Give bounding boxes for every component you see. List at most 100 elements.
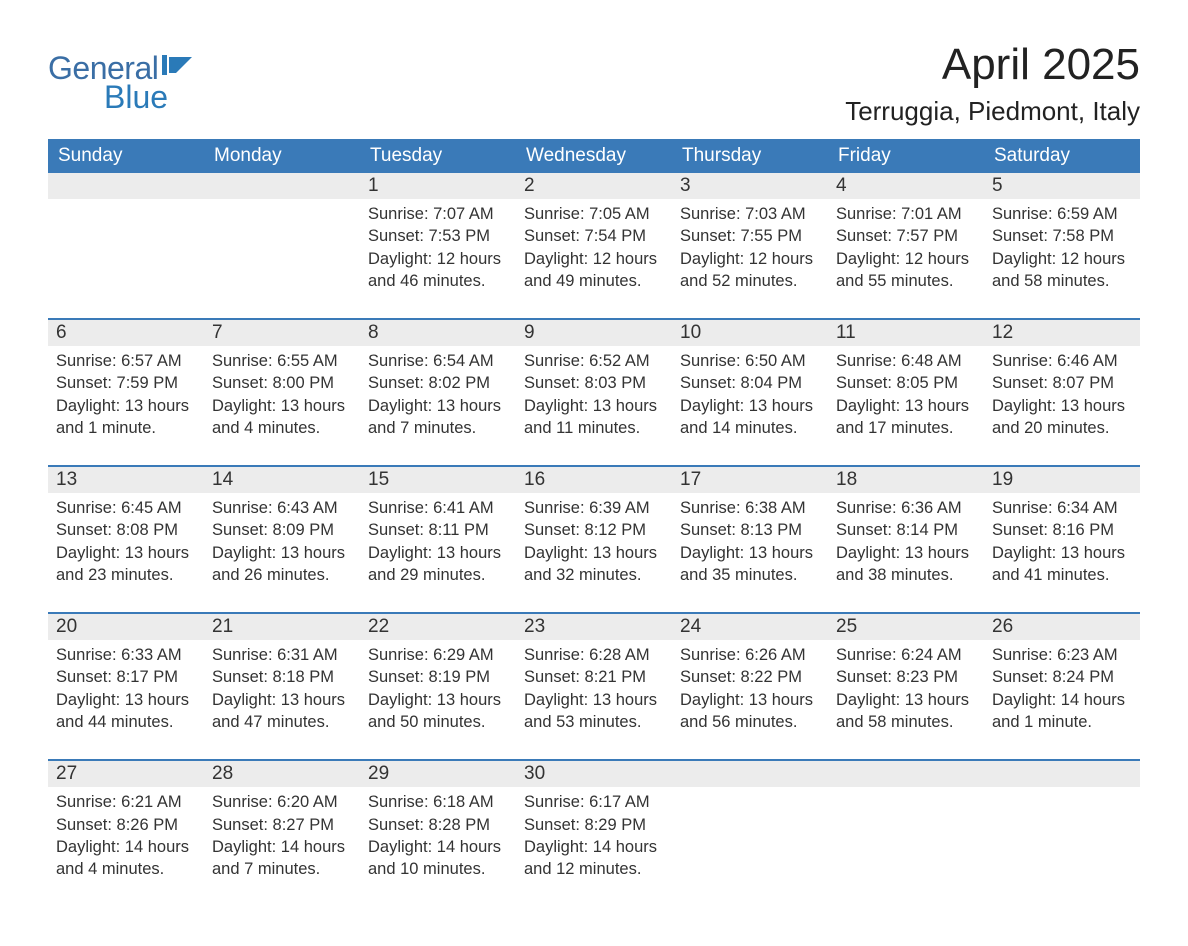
sunrise-text: Sunrise: 6:59 AM bbox=[992, 203, 1132, 225]
daylight-text: Daylight: 14 hours bbox=[368, 836, 508, 858]
daylight-text: and 20 minutes. bbox=[992, 417, 1132, 439]
day-detail-cell: Sunrise: 6:41 AMSunset: 8:11 PMDaylight:… bbox=[360, 493, 516, 613]
day-detail-row: Sunrise: 6:45 AMSunset: 8:08 PMDaylight:… bbox=[48, 493, 1140, 613]
sunrise-text: Sunrise: 6:33 AM bbox=[56, 644, 196, 666]
day-number-cell: 4 bbox=[828, 173, 984, 199]
sunrise-text: Sunrise: 6:23 AM bbox=[992, 644, 1132, 666]
day-number-cell: 29 bbox=[360, 761, 516, 787]
day-number-row: 12345 bbox=[48, 173, 1140, 199]
sunrise-text: Sunrise: 6:29 AM bbox=[368, 644, 508, 666]
day-number-cell bbox=[672, 761, 828, 787]
day-number-cell: 1 bbox=[360, 173, 516, 199]
daylight-text: Daylight: 14 hours bbox=[212, 836, 352, 858]
sunset-text: Sunset: 8:22 PM bbox=[680, 666, 820, 688]
day-number-cell: 26 bbox=[984, 614, 1140, 640]
day-detail-row: Sunrise: 6:57 AMSunset: 7:59 PMDaylight:… bbox=[48, 346, 1140, 466]
daylight-text: Daylight: 13 hours bbox=[368, 542, 508, 564]
sunrise-text: Sunrise: 6:48 AM bbox=[836, 350, 976, 372]
day-detail-cell: Sunrise: 6:50 AMSunset: 8:04 PMDaylight:… bbox=[672, 346, 828, 466]
day-number-cell: 21 bbox=[204, 614, 360, 640]
day-detail-cell: Sunrise: 6:18 AMSunset: 8:28 PMDaylight:… bbox=[360, 787, 516, 906]
day-number-cell: 27 bbox=[48, 761, 204, 787]
day-number-cell bbox=[828, 761, 984, 787]
daylight-text: and 44 minutes. bbox=[56, 711, 196, 733]
day-number-cell: 5 bbox=[984, 173, 1140, 199]
daylight-text: Daylight: 12 hours bbox=[836, 248, 976, 270]
sunset-text: Sunset: 8:05 PM bbox=[836, 372, 976, 394]
title-block: April 2025 Terruggia, Piedmont, Italy bbox=[845, 40, 1140, 127]
sunset-text: Sunset: 7:57 PM bbox=[836, 225, 976, 247]
day-detail-cell: Sunrise: 7:05 AMSunset: 7:54 PMDaylight:… bbox=[516, 199, 672, 319]
day-detail-row: Sunrise: 6:21 AMSunset: 8:26 PMDaylight:… bbox=[48, 787, 1140, 906]
sunset-text: Sunset: 8:03 PM bbox=[524, 372, 664, 394]
day-detail-cell: Sunrise: 6:21 AMSunset: 8:26 PMDaylight:… bbox=[48, 787, 204, 906]
day-number-row: 6789101112 bbox=[48, 320, 1140, 346]
daylight-text: Daylight: 13 hours bbox=[212, 542, 352, 564]
day-number-cell: 22 bbox=[360, 614, 516, 640]
sunrise-text: Sunrise: 6:52 AM bbox=[524, 350, 664, 372]
location-label: Terruggia, Piedmont, Italy bbox=[845, 96, 1140, 127]
day-detail-cell: Sunrise: 6:39 AMSunset: 8:12 PMDaylight:… bbox=[516, 493, 672, 613]
day-detail-cell: Sunrise: 6:52 AMSunset: 8:03 PMDaylight:… bbox=[516, 346, 672, 466]
day-number-cell: 30 bbox=[516, 761, 672, 787]
daylight-text: and 12 minutes. bbox=[524, 858, 664, 880]
day-detail-row: Sunrise: 7:07 AMSunset: 7:53 PMDaylight:… bbox=[48, 199, 1140, 319]
sunrise-text: Sunrise: 6:45 AM bbox=[56, 497, 196, 519]
day-number-cell bbox=[204, 173, 360, 199]
sunset-text: Sunset: 8:18 PM bbox=[212, 666, 352, 688]
sunrise-text: Sunrise: 7:01 AM bbox=[836, 203, 976, 225]
sunrise-text: Sunrise: 6:34 AM bbox=[992, 497, 1132, 519]
day-number-cell: 17 bbox=[672, 467, 828, 493]
day-number-cell: 19 bbox=[984, 467, 1140, 493]
day-number-cell: 8 bbox=[360, 320, 516, 346]
day-detail-cell bbox=[48, 199, 204, 319]
sunrise-text: Sunrise: 6:24 AM bbox=[836, 644, 976, 666]
sunset-text: Sunset: 7:58 PM bbox=[992, 225, 1132, 247]
dow-wednesday: Wednesday bbox=[516, 139, 672, 173]
daylight-text: and 47 minutes. bbox=[212, 711, 352, 733]
daylight-text: Daylight: 13 hours bbox=[212, 395, 352, 417]
daylight-text: Daylight: 13 hours bbox=[836, 395, 976, 417]
sunrise-text: Sunrise: 6:26 AM bbox=[680, 644, 820, 666]
logo-word2: Blue bbox=[104, 79, 168, 116]
day-detail-cell: Sunrise: 6:26 AMSunset: 8:22 PMDaylight:… bbox=[672, 640, 828, 760]
daylight-text: and 7 minutes. bbox=[368, 417, 508, 439]
day-detail-cell: Sunrise: 6:57 AMSunset: 7:59 PMDaylight:… bbox=[48, 346, 204, 466]
day-detail-row: Sunrise: 6:33 AMSunset: 8:17 PM Daylight:… bbox=[48, 640, 1140, 760]
sunrise-text: Sunrise: 6:39 AM bbox=[524, 497, 664, 519]
sunset-text: Sunset: 8:17 PM bbox=[56, 666, 196, 688]
day-number-cell: 25 bbox=[828, 614, 984, 640]
daylight-text: and 58 minutes. bbox=[836, 711, 976, 733]
day-detail-cell: Sunrise: 6:55 AMSunset: 8:00 PMDaylight:… bbox=[204, 346, 360, 466]
day-detail-cell: Sunrise: 6:38 AMSunset: 8:13 PMDaylight:… bbox=[672, 493, 828, 613]
daylight-text: and 38 minutes. bbox=[836, 564, 976, 586]
sunset-text: Sunset: 8:21 PM bbox=[524, 666, 664, 688]
daylight-text: and 4 minutes. bbox=[56, 858, 196, 880]
daylight-text: Daylight: 12 hours bbox=[524, 248, 664, 270]
sunset-text: Sunset: 8:16 PM bbox=[992, 519, 1132, 541]
daylight-text: Daylight: 13 hours bbox=[368, 395, 508, 417]
sunset-text: Sunset: 7:54 PM bbox=[524, 225, 664, 247]
day-detail-cell bbox=[204, 199, 360, 319]
daylight-text: and 26 minutes. bbox=[212, 564, 352, 586]
daylight-text: and 56 minutes. bbox=[680, 711, 820, 733]
daylight-text: and 17 minutes. bbox=[836, 417, 976, 439]
sunrise-text: Sunrise: 6:55 AM bbox=[212, 350, 352, 372]
day-detail-cell: Sunrise: 6:23 AMSunset: 8:24 PMDaylight:… bbox=[984, 640, 1140, 760]
daylight-text: and 35 minutes. bbox=[680, 564, 820, 586]
sunrise-text: Sunrise: 6:38 AM bbox=[680, 497, 820, 519]
sunrise-text: Sunrise: 6:28 AM bbox=[524, 644, 664, 666]
sunset-text: Sunset: 8:19 PM bbox=[368, 666, 508, 688]
day-number-cell: 14 bbox=[204, 467, 360, 493]
sunrise-text: Sunrise: 6:43 AM bbox=[212, 497, 352, 519]
sunset-text: Sunset: 8:26 PM bbox=[56, 814, 196, 836]
daylight-text: Daylight: 13 hours bbox=[680, 542, 820, 564]
daylight-text: Daylight: 13 hours bbox=[992, 395, 1132, 417]
daylight-text: Daylight: 14 hours bbox=[992, 689, 1132, 711]
logo: General Blue bbox=[48, 50, 196, 116]
dow-sunday: Sunday bbox=[48, 139, 204, 173]
daylight-text: Daylight: 13 hours bbox=[524, 542, 664, 564]
daylight-text: Daylight: 12 hours bbox=[368, 248, 508, 270]
sunset-text: Sunset: 8:11 PM bbox=[368, 519, 508, 541]
day-number-cell: 11 bbox=[828, 320, 984, 346]
